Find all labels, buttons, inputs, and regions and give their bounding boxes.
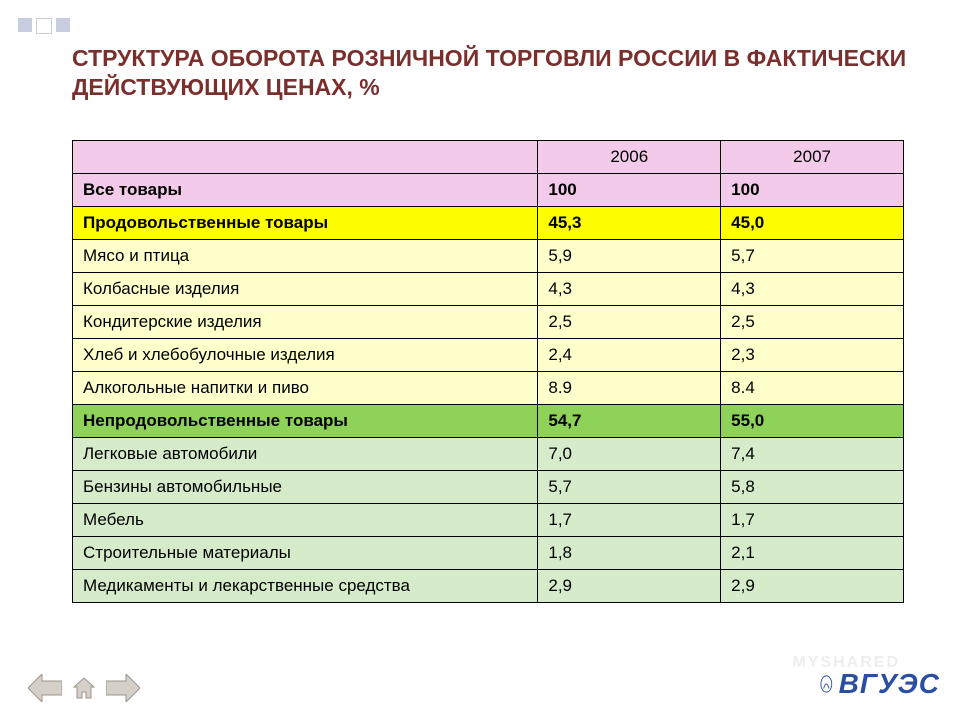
- logo: ВГУЭС: [820, 662, 940, 706]
- data-table-container: 20062007Все товары100100Продовольственны…: [72, 140, 904, 603]
- row-label: Все товары: [73, 174, 538, 207]
- table-row: Строительные материалы1,82,1: [73, 537, 904, 570]
- row-value: 2,9: [538, 570, 721, 603]
- row-value: 4,3: [538, 273, 721, 306]
- row-label: Алкогольные напитки и пиво: [73, 372, 538, 405]
- row-value: 8.9: [538, 372, 721, 405]
- row-value: 5,7: [538, 471, 721, 504]
- prev-arrow-icon[interactable]: [28, 674, 62, 702]
- row-value: 2006: [538, 141, 721, 174]
- row-label: Мясо и птица: [73, 240, 538, 273]
- row-label: Строительные материалы: [73, 537, 538, 570]
- row-value: 1,7: [538, 504, 721, 537]
- table-row: Медикаменты и лекарственные средства2,92…: [73, 570, 904, 603]
- row-label: Хлеб и хлебобулочные изделия: [73, 339, 538, 372]
- row-label: Кондитерские изделия: [73, 306, 538, 339]
- table-row: Непродовольственные товары54,755,0: [73, 405, 904, 438]
- table-row: Продовольственные товары45,345,0: [73, 207, 904, 240]
- home-icon[interactable]: [72, 676, 96, 700]
- table-row: Все товары100100: [73, 174, 904, 207]
- page-title: СТРУКТУРА ОБОРОТА РОЗНИЧНОЙ ТОРГОВЛИ РОС…: [72, 44, 920, 102]
- row-value: 2007: [721, 141, 904, 174]
- row-value: 55,0: [721, 405, 904, 438]
- slide-nav: [28, 674, 140, 702]
- row-value: 8.4: [721, 372, 904, 405]
- row-value: 45,3: [538, 207, 721, 240]
- row-value: 7,4: [721, 438, 904, 471]
- row-value: 2,1: [721, 537, 904, 570]
- table-row: Хлеб и хлебобулочные изделия2,42,3: [73, 339, 904, 372]
- row-value: 7,0: [538, 438, 721, 471]
- row-value: 2,5: [721, 306, 904, 339]
- slide: СТРУКТУРА ОБОРОТА РОЗНИЧНОЙ ТОРГОВЛИ РОС…: [0, 0, 960, 720]
- corner-squares: [18, 18, 70, 34]
- next-arrow-icon[interactable]: [106, 674, 140, 702]
- data-table: 20062007Все товары100100Продовольственны…: [72, 140, 904, 603]
- row-value: 5,8: [721, 471, 904, 504]
- table-row: Мебель1,71,7: [73, 504, 904, 537]
- table-header-row: 20062007: [73, 141, 904, 174]
- row-value: 2,9: [721, 570, 904, 603]
- row-value: 54,7: [538, 405, 721, 438]
- square-icon: [18, 18, 32, 32]
- row-label: Медикаменты и лекарственные средства: [73, 570, 538, 603]
- table-row: Мясо и птица5,95,7: [73, 240, 904, 273]
- logo-mark-icon: [820, 664, 833, 704]
- row-value: 5,7: [721, 240, 904, 273]
- row-value: 5,9: [538, 240, 721, 273]
- row-label: Бензины автомобильные: [73, 471, 538, 504]
- row-value: 45,0: [721, 207, 904, 240]
- table-row: Алкогольные напитки и пиво8.98.4: [73, 372, 904, 405]
- table-row: Бензины автомобильные5,75,8: [73, 471, 904, 504]
- table-row: Легковые автомобили7,07,4: [73, 438, 904, 471]
- row-label: Мебель: [73, 504, 538, 537]
- row-value: 4,3: [721, 273, 904, 306]
- row-label: Колбасные изделия: [73, 273, 538, 306]
- table-row: Колбасные изделия4,34,3: [73, 273, 904, 306]
- row-value: 100: [721, 174, 904, 207]
- row-value: 1,7: [721, 504, 904, 537]
- row-value: 2,4: [538, 339, 721, 372]
- row-value: 2,3: [721, 339, 904, 372]
- table-row: Кондитерские изделия2,52,5: [73, 306, 904, 339]
- row-value: 100: [538, 174, 721, 207]
- table-body: 20062007Все товары100100Продовольственны…: [73, 141, 904, 603]
- row-value: 2,5: [538, 306, 721, 339]
- row-label: [73, 141, 538, 174]
- row-label: Легковые автомобили: [73, 438, 538, 471]
- row-label: Непродовольственные товары: [73, 405, 538, 438]
- square-icon: [56, 18, 70, 32]
- row-value: 1,8: [538, 537, 721, 570]
- row-label: Продовольственные товары: [73, 207, 538, 240]
- logo-text: ВГУЭС: [839, 668, 940, 700]
- square-icon: [36, 18, 52, 34]
